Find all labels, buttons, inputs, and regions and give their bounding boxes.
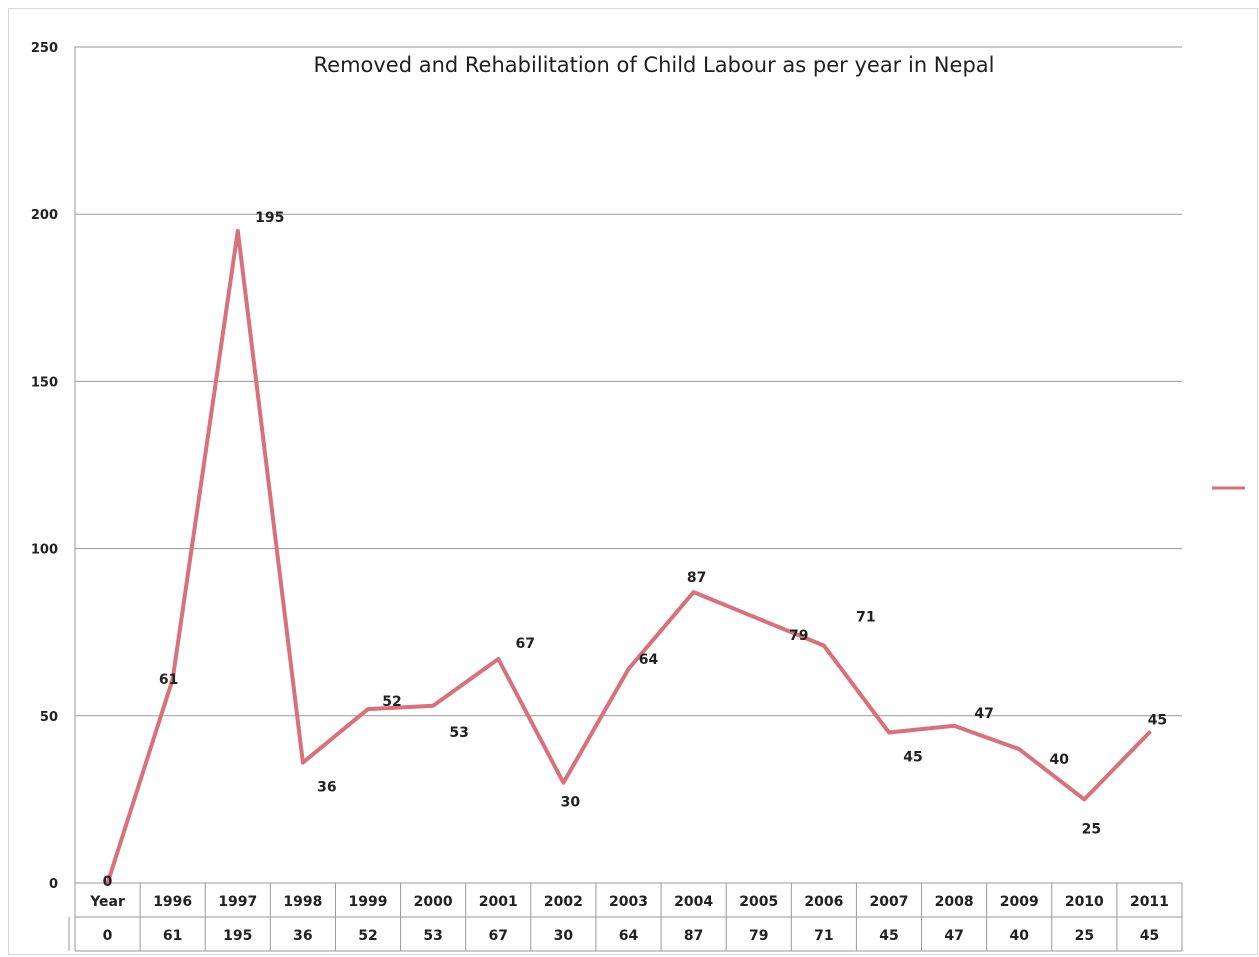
table-category-cell: 2002 <box>544 894 583 910</box>
data-label: 45 <box>903 750 922 766</box>
table-category-cell: 2000 <box>414 894 453 910</box>
table-value-cell: 30 <box>554 928 574 944</box>
table-category-cell: 1997 <box>218 894 257 910</box>
table-value-cell: 53 <box>423 928 442 944</box>
gridlines <box>74 46 1182 883</box>
table-category-cell: 2004 <box>674 894 713 910</box>
table-category-cell: Year <box>89 894 125 910</box>
table-value-cell: 47 <box>944 928 963 944</box>
table-value-cell: 45 <box>879 928 898 944</box>
data-label: 79 <box>789 628 808 644</box>
data-label: 0 <box>103 874 113 890</box>
y-tick-label: 100 <box>31 543 58 558</box>
table-value-cell: 195 <box>223 928 252 944</box>
data-label: 53 <box>449 725 468 741</box>
table-value-cell: 61 <box>163 928 182 944</box>
data-label: 47 <box>974 706 993 722</box>
y-tick-label: 50 <box>40 710 58 725</box>
table-category-cell: 2010 <box>1065 894 1104 910</box>
data-label: 25 <box>1082 821 1101 837</box>
data-label: 61 <box>159 672 178 688</box>
data-table: Year 0 1996 61 1997 195 1998 36 1999 52 2000 53 2001… <box>68 882 1183 952</box>
data-labels: 0 61 195 36 52 53 67 30 64 87 79 71 45 47 40 25 45 <box>103 210 1167 890</box>
data-label: 36 <box>317 780 336 796</box>
chart-frame <box>8 8 1258 955</box>
table-value-cell: 87 <box>684 928 703 944</box>
table-value-cell: 67 <box>489 928 508 944</box>
data-label: 64 <box>639 652 659 668</box>
table-value-cell: 45 <box>1140 928 1159 944</box>
table-category-cell: 2005 <box>739 894 778 910</box>
table-value-cell: 0 <box>103 928 113 944</box>
table-value-cell: 25 <box>1075 928 1094 944</box>
table-value-cell: 40 <box>1009 928 1029 944</box>
y-tick-label: 0 <box>49 877 58 892</box>
y-tick-label: 150 <box>31 375 58 390</box>
data-label: 87 <box>687 570 706 586</box>
y-axis-ticks: 0 50 100 150 200 250 <box>31 41 58 892</box>
table-category-cell: 2008 <box>935 894 974 910</box>
table-value-cell: 52 <box>358 928 377 944</box>
chart-title: Removed and Rehabilitation of Child Labo… <box>314 53 995 77</box>
table-value-cell: 64 <box>619 928 639 944</box>
data-label: 52 <box>382 694 401 710</box>
table-category-cell: 2003 <box>609 894 648 910</box>
data-label: 40 <box>1049 752 1069 768</box>
y-tick-label: 250 <box>31 41 58 56</box>
table-value-cell: 36 <box>293 928 312 944</box>
series-line <box>105 228 1152 885</box>
table-value-cell: 79 <box>749 928 768 944</box>
table-value-cell: 71 <box>814 928 833 944</box>
table-category-cell: 1996 <box>153 894 192 910</box>
table-category-cell: 1998 <box>283 894 322 910</box>
y-tick-label: 200 <box>31 208 58 223</box>
table-category-cell: 2001 <box>479 894 518 910</box>
table-category-cell: 2009 <box>1000 894 1039 910</box>
data-label: 71 <box>856 610 875 626</box>
data-label: 30 <box>561 795 581 811</box>
data-label: 195 <box>255 210 284 226</box>
table-category-cell: 2011 <box>1130 894 1169 910</box>
table-category-cell: 1999 <box>349 894 388 910</box>
table-category-cell: 2006 <box>804 894 843 910</box>
data-label: 45 <box>1148 713 1167 729</box>
series-line-group <box>105 228 1152 885</box>
table-category-cell: 2007 <box>869 894 908 910</box>
data-label: 67 <box>516 636 535 652</box>
